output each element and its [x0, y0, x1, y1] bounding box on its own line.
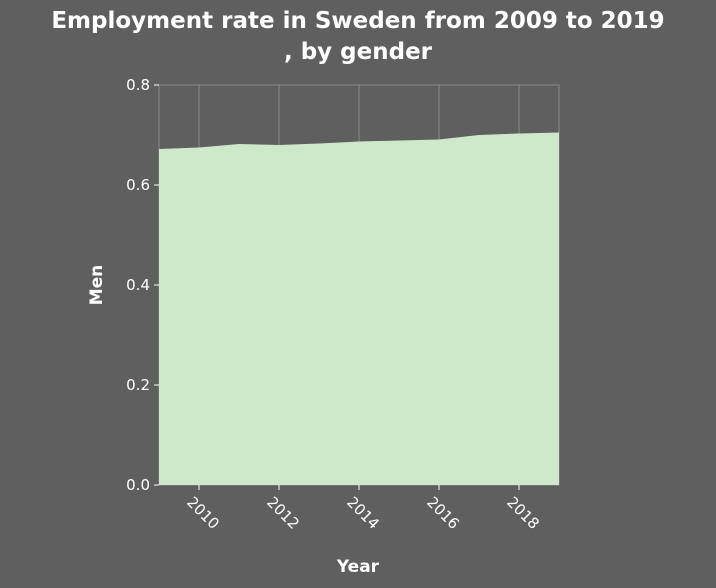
x-axis-title: Year [336, 557, 380, 577]
chart-title-line-2: , by gender [283, 39, 433, 65]
x-tick-label: 2010 [183, 493, 223, 533]
x-tick-label: 2018 [503, 493, 543, 533]
y-tick-label: 0.4 [126, 276, 150, 294]
area-series-men [159, 132, 559, 485]
y-tick-label: 0.0 [126, 476, 150, 494]
y-tick-label: 0.8 [126, 76, 150, 94]
chart-title: Employment rate in Sweden from 2009 to 2… [0, 6, 716, 68]
area-layer [159, 132, 559, 485]
x-tick-label: 2014 [343, 493, 383, 533]
y-tick-label: 0.2 [126, 376, 150, 394]
y-axis-title: Men [87, 265, 107, 306]
x-tick-label: 2012 [263, 493, 303, 533]
y-tick-label: 0.6 [126, 176, 150, 194]
chart-title-line-1: Employment rate in Sweden from 2009 to 2… [51, 8, 665, 34]
x-tick-label: 2016 [423, 493, 463, 533]
